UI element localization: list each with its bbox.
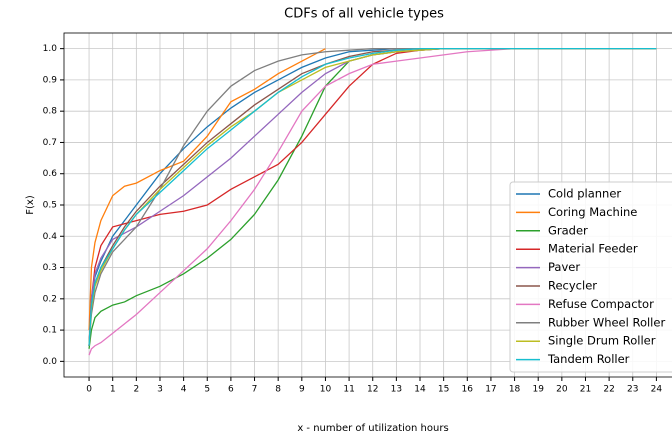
x-tick-label: 3	[157, 385, 163, 395]
legend-label: Single Drum Roller	[548, 334, 656, 348]
x-tick-label: 8	[275, 385, 281, 395]
y-tick-label: 0.3	[43, 263, 57, 273]
x-tick-label: 0	[86, 385, 92, 395]
y-axis-label: F(x)	[25, 195, 36, 215]
y-tick-label: 1.0	[43, 44, 58, 54]
x-tick-label: 7	[252, 385, 258, 395]
y-tick-label: 0.9	[43, 75, 58, 85]
series-line	[88, 47, 657, 346]
legend-label: Paver	[548, 260, 580, 274]
x-tick-label: 9	[299, 385, 305, 395]
x-tick-label: 6	[228, 385, 234, 395]
x-tick-label: 18	[509, 385, 521, 395]
x-tick-label: 12	[367, 385, 378, 395]
x-tick-label: 24	[651, 385, 663, 395]
x-tick-label: 5	[204, 385, 210, 395]
y-tick-label: 0.8	[43, 107, 58, 117]
x-tick-label: 19	[532, 385, 544, 395]
legend-label: Refuse Compactor	[548, 297, 654, 311]
legend-label: Recycler	[548, 279, 597, 293]
legend-label: Tandem Roller	[547, 352, 630, 366]
x-tick-label: 15	[438, 385, 449, 395]
legend-label: Cold planner	[548, 187, 621, 201]
x-tick-label: 10	[320, 385, 332, 395]
y-tick-label: 0.4	[43, 232, 58, 242]
x-tick-label: 20	[556, 385, 568, 395]
legend-label: Rubber Wheel Roller	[548, 315, 665, 329]
x-tick-label: 16	[462, 385, 474, 395]
x-tick-label: 1	[110, 385, 116, 395]
x-tick-label: 2	[133, 385, 139, 395]
series-line	[88, 48, 326, 331]
y-tick-label: 0.7	[43, 138, 57, 148]
plot-frame	[63, 32, 672, 378]
y-tick-label: 0.2	[43, 294, 57, 304]
x-tick-label: 4	[181, 385, 187, 395]
series-line	[88, 47, 657, 356]
legend-box	[509, 181, 672, 373]
x-tick-label: 14	[414, 385, 426, 395]
y-tick-label: 0.1	[43, 326, 57, 336]
y-tick-label: 0.5	[43, 201, 57, 211]
y-tick-label: 0.0	[43, 357, 58, 367]
x-tick-label: 22	[603, 385, 614, 395]
x-tick-label: 13	[391, 385, 402, 395]
legend-label: Coring Machine	[548, 205, 637, 219]
y-tick-label: 0.6	[43, 169, 58, 179]
x-tick-label: 17	[485, 385, 496, 395]
chart-title: CDFs of all vehicle types	[284, 7, 444, 22]
x-tick-label: 11	[343, 385, 354, 395]
legend-label: Grader	[548, 223, 588, 237]
legend-label: Material Feeder	[548, 242, 638, 256]
x-tick-label: 21	[580, 385, 591, 395]
x-axis-label: x - number of utilization hours	[297, 423, 448, 433]
x-tick-label: 23	[627, 385, 638, 395]
